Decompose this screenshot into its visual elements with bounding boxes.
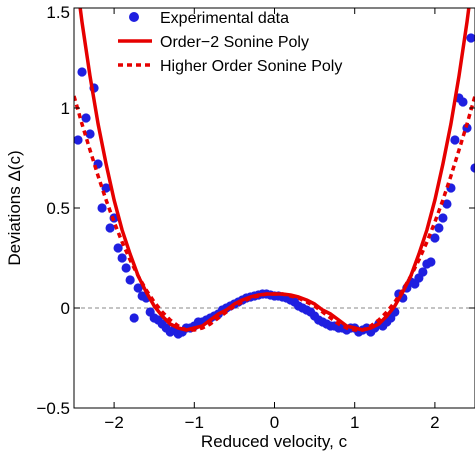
data-point	[434, 223, 444, 233]
legend-item: Experimental data	[129, 10, 289, 27]
legend-label: Higher Order Sonine Poly	[160, 58, 342, 75]
legend-marker	[129, 12, 139, 22]
data-point	[442, 199, 452, 209]
x-tick-label: −2	[104, 413, 123, 432]
data-point	[438, 213, 448, 223]
plot-clip-group	[74, 8, 475, 339]
data-point	[129, 313, 139, 323]
data-point	[133, 283, 143, 293]
y-tick-label: 1.5	[46, 3, 70, 22]
data-point	[466, 33, 475, 43]
data-point	[470, 163, 475, 173]
data-point	[458, 97, 468, 107]
legend-label: Order−2 Sonine Poly	[160, 34, 309, 51]
data-point	[121, 263, 131, 273]
axes: −2 −1 0 1 2 −0.5 0 0.5 1 1.5	[36, 3, 475, 432]
data-point	[113, 243, 123, 253]
y-tick-label: 0	[61, 299, 70, 318]
data-point	[101, 183, 111, 193]
data-point	[105, 223, 115, 233]
x-tick-label: 0	[270, 413, 279, 432]
data-point	[450, 135, 460, 145]
data-point	[85, 129, 95, 139]
data-point	[117, 253, 127, 263]
y-tick-label: −0.5	[36, 399, 70, 418]
x-tick-label: 1	[350, 413, 359, 432]
x-tick-label: 2	[430, 413, 439, 432]
higher-order-sonine-curve	[74, 95, 475, 332]
y-tick-label: 1	[61, 99, 70, 118]
data-point	[125, 275, 135, 285]
legend-item: Order−2 Sonine Poly	[118, 34, 309, 51]
x-tick-label: −1	[185, 413, 204, 432]
legend-item: Higher Order Sonine Poly	[118, 58, 342, 75]
data-point	[74, 135, 83, 145]
data-point	[426, 257, 436, 267]
data-point	[418, 267, 428, 277]
y-axis-label: Deviations Δ(c)	[5, 150, 24, 265]
data-point	[77, 67, 87, 77]
x-axis-label: Reduced velocity, c	[201, 432, 348, 451]
legend-label: Experimental data	[160, 10, 289, 27]
data-point	[81, 113, 91, 123]
plot-area	[74, 8, 475, 339]
data-point	[430, 233, 440, 243]
data-point	[97, 203, 107, 213]
y-tick-label: 0.5	[46, 199, 70, 218]
legend: Experimental data Order−2 Sonine Poly High…	[118, 10, 342, 75]
